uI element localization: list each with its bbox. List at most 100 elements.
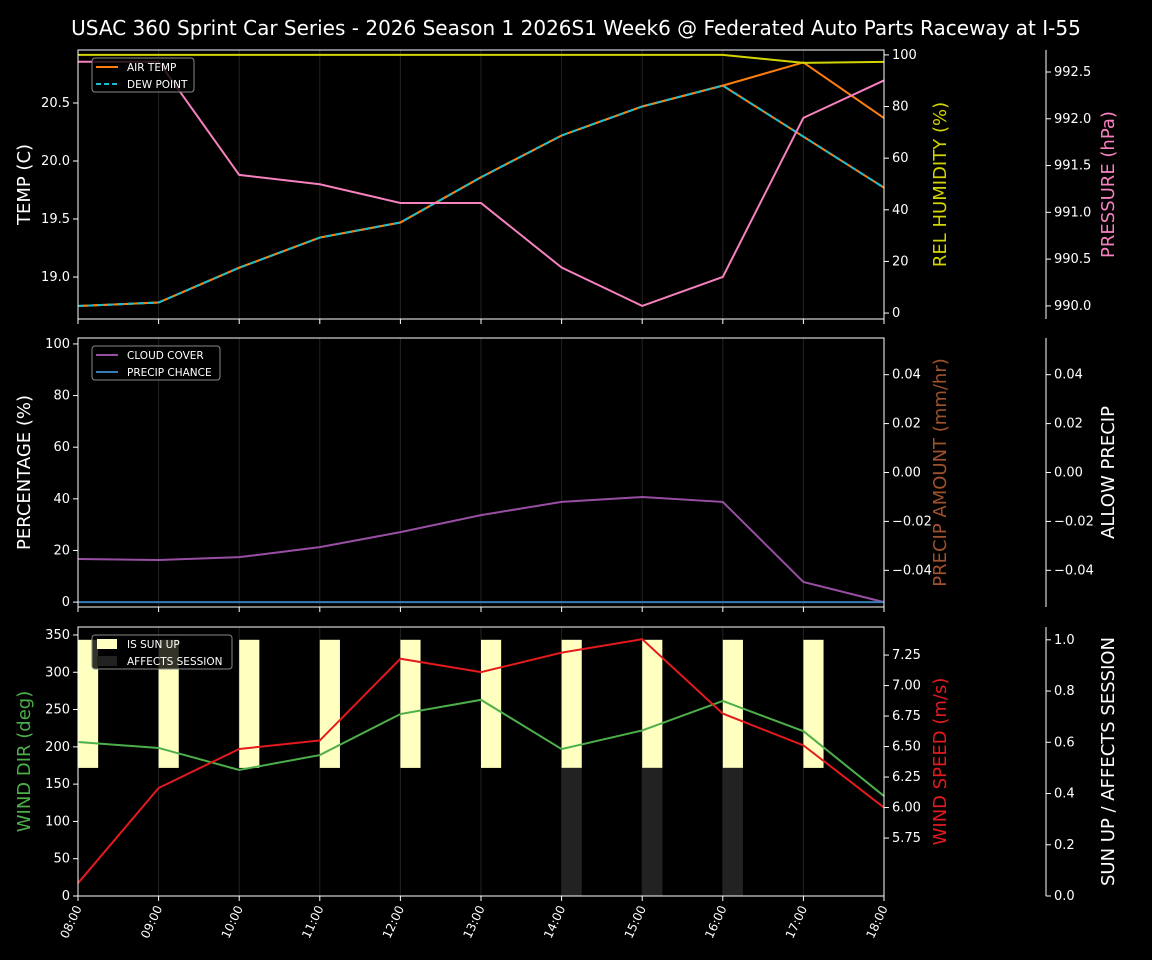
tick-label-left: 20	[53, 543, 70, 558]
bar-is-sun-up	[481, 639, 502, 768]
tick-label-left: 0	[62, 595, 70, 610]
series-line-right2	[78, 60, 885, 307]
tick-label-left: 300	[45, 665, 70, 680]
tick-label-left: 50	[53, 852, 70, 867]
bar-is-sun-up	[400, 639, 421, 768]
x-tick-label: 09:00	[138, 903, 165, 940]
x-tick-label: 10:00	[219, 903, 246, 940]
panel-2: 0 20 40 60 80 100 PERCENTAGE (%) −0.04 −0.02 0.00…	[14, 337, 1119, 612]
axis-label-left: TEMP (C)	[14, 144, 35, 226]
tick-label-left: 20.0	[41, 154, 70, 169]
x-tick-label: 15:00	[622, 903, 649, 940]
x-tick-label: 08:00	[57, 903, 84, 940]
tick-label-right2: 991.5	[1054, 159, 1091, 174]
tick-label-right2: 0.00	[1054, 466, 1083, 481]
tick-label-left: 0	[62, 889, 70, 904]
tick-label-right1: 6.25	[892, 770, 921, 785]
tick-label-right2: 0.02	[1054, 417, 1083, 432]
tick-label-right2: 0.4	[1054, 787, 1075, 802]
tick-label-right1: 6.50	[892, 740, 921, 755]
tick-label-right1: 0	[892, 306, 900, 321]
axis-label-right1: WIND SPEED (m/s)	[930, 678, 951, 846]
tick-label-right1: 5.75	[892, 831, 921, 846]
legend-box	[91, 634, 233, 670]
tick-label-right2: 991.0	[1054, 205, 1091, 220]
tick-label-left: 19.5	[41, 212, 70, 227]
legend-swatch	[97, 639, 117, 649]
tick-label-right2: −0.04	[1054, 563, 1094, 578]
tick-label-right2: 0.6	[1054, 735, 1075, 750]
legend-entry: CLOUD COVER	[127, 350, 204, 362]
x-tick-label: 14:00	[541, 903, 568, 940]
series-line-dew-point	[77, 84, 885, 308]
bar-is-sun-up	[158, 639, 179, 768]
tick-label-right1: 60	[892, 151, 909, 166]
bar-is-sun-up	[561, 639, 582, 768]
tick-label-left: 100	[45, 814, 70, 829]
tick-label-left: 350	[45, 628, 70, 643]
bar-is-sun-up	[319, 639, 340, 768]
tick-label-right2: 992.5	[1054, 65, 1091, 80]
tick-label-right2: 0.8	[1054, 684, 1075, 699]
tick-label-left: 250	[45, 703, 70, 718]
tick-label-right1: 0.02	[892, 417, 921, 432]
tick-label-left: 80	[53, 389, 70, 404]
legend-entry: IS SUN UP	[127, 639, 180, 651]
tick-label-left: 19.0	[41, 270, 70, 285]
tick-label-left: 150	[45, 777, 70, 792]
axis-label-right1: REL HUMIDITY (%)	[930, 102, 951, 267]
series-line-right1	[77, 638, 885, 884]
tick-label-right2: 0.2	[1054, 838, 1075, 853]
tick-label-right2: 1.0	[1054, 633, 1075, 648]
bar-is-sun-up	[642, 639, 663, 768]
x-tick-label: 18:00	[863, 903, 890, 940]
tick-label-right1: 7.25	[892, 648, 921, 663]
tick-label-right1: −0.02	[892, 514, 932, 529]
axis-label-right2: PRESSURE (hPa)	[1098, 111, 1119, 258]
legend: AIR TEMP DEW POINT	[91, 57, 195, 93]
tick-label-right1: 100	[892, 48, 917, 63]
x-tick-label: 11:00	[299, 903, 326, 940]
tick-label-left: 40	[53, 492, 70, 507]
tick-label-right1: 20	[892, 254, 909, 269]
axis-label-left: WIND DIR (deg)	[14, 691, 35, 833]
tick-label-right1: 6.75	[892, 709, 921, 724]
legend-entry: AFFECTS SESSION	[127, 656, 223, 668]
panel-1: 19.0 19.5 20.0 20.5 TEMP (C) 0 20 40 60 80 100 REL …	[14, 48, 1119, 324]
tick-label-right1: 80	[892, 100, 909, 115]
legend-entry: DEW POINT	[127, 79, 188, 91]
tick-label-right2: 0.04	[1054, 368, 1083, 383]
tick-label-right1: 0.00	[892, 466, 921, 481]
tick-label-right2: 0.0	[1054, 889, 1075, 904]
legend-entry: PRECIP CHANCE	[127, 367, 212, 379]
tick-label-right2: 990.0	[1054, 299, 1091, 314]
x-tick-label: 17:00	[783, 903, 810, 940]
x-tick-label: 13:00	[460, 903, 487, 940]
panel-3: 0 50 100 150 200 250 300 350 WIND DIR (deg) 5.75 6…	[14, 626, 1119, 941]
tick-label-right1: −0.04	[892, 563, 932, 578]
legend-swatch	[97, 656, 117, 666]
legend-box	[91, 345, 221, 381]
bar-affects-session	[642, 767, 663, 896]
tick-label-left: 60	[53, 440, 70, 455]
axis-label-left: PERCENTAGE (%)	[14, 395, 35, 550]
series-line-right1	[78, 53, 885, 64]
legend-entry: AIR TEMP	[127, 62, 176, 74]
tick-label-right1: 7.00	[892, 679, 921, 694]
legend: IS SUN UP AFFECTS SESSION	[91, 634, 233, 670]
tick-label-right1: 6.00	[892, 801, 921, 816]
axis-label-right1: PRECIP AMOUNT (mm/hr)	[930, 358, 951, 587]
axis-label-right2: SUN UP / AFFECTS SESSION	[1098, 637, 1119, 886]
tick-label-right2: 992.0	[1054, 112, 1091, 127]
axis-label-right2: ALLOW PRECIP	[1098, 406, 1119, 539]
chart-title: USAC 360 Sprint Car Series - 2026 Season…	[71, 16, 1081, 40]
bar-affects-session	[722, 767, 743, 896]
bar-affects-session	[561, 767, 582, 896]
bar-is-sun-up	[78, 639, 99, 768]
tick-label-left: 20.5	[41, 96, 70, 111]
tick-label-right2: 990.5	[1054, 252, 1091, 267]
series-line-cloud-cover	[77, 496, 885, 604]
tick-label-left: 200	[45, 740, 70, 755]
tick-label-right2: −0.02	[1054, 514, 1094, 529]
